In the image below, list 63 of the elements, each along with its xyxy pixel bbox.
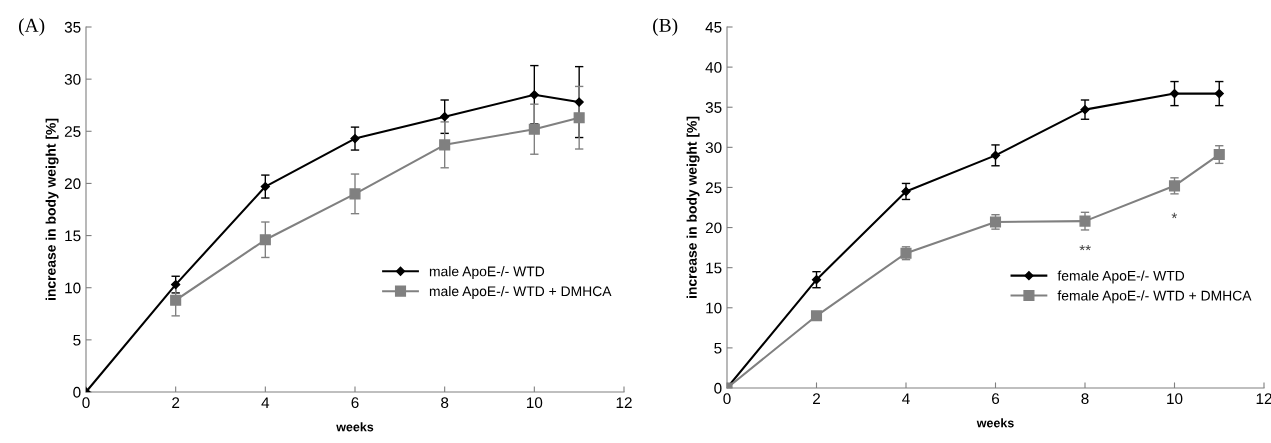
x-tick-label: 12 (616, 397, 632, 408)
point (349, 188, 361, 200)
point (170, 294, 182, 306)
y-axis-title: increase in body weight [%] (686, 116, 700, 298)
x-tick-label: 2 (172, 397, 180, 408)
point (901, 186, 911, 197)
chart-title: (B) (653, 18, 678, 36)
point (573, 112, 585, 124)
y-tick-label: 35 (705, 102, 722, 113)
y-tick-label: 45 (705, 22, 722, 33)
x-tick-label: 0 (723, 393, 731, 405)
x-tick-label: 6 (992, 393, 1000, 405)
x-axis-title: weeks (336, 422, 374, 432)
y-tick-label: 40 (705, 61, 722, 73)
x-tick-label: 8 (441, 397, 449, 409)
legend-label: female ApoE-/- WTD + DMHCA (1057, 290, 1252, 304)
point (528, 123, 540, 135)
point (810, 310, 823, 322)
point (1214, 88, 1224, 99)
y-tick-label: 25 (705, 182, 722, 194)
point (440, 112, 450, 122)
point (1080, 105, 1090, 115)
annotation: * (1171, 212, 1178, 219)
legend-label: male ApoE-/- WTD (429, 266, 545, 280)
point (171, 279, 181, 290)
x-tick-label: 6 (351, 397, 359, 409)
y-tick-label: 35 (64, 21, 81, 33)
x-tick-label: 12 (1256, 393, 1271, 404)
y-tick-label: 15 (65, 230, 81, 242)
point (439, 139, 451, 151)
legend-label: female ApoE-/- WTD (1057, 270, 1185, 284)
y-tick-label: 30 (64, 74, 81, 85)
y-tick-label: 20 (705, 222, 722, 234)
point (260, 181, 270, 192)
point (529, 90, 539, 100)
y-axis-title: increase in body weight [%] (45, 118, 59, 300)
x-tick-label: 8 (1081, 393, 1089, 405)
y-tick-label: 10 (65, 282, 81, 294)
point (259, 234, 271, 246)
y-tick-label: 20 (64, 178, 81, 190)
point (1213, 148, 1225, 161)
y-tick-label: 0 (714, 382, 722, 394)
y-tick-label: 15 (706, 262, 722, 274)
x-tick-label: 2 (813, 393, 820, 404)
y-tick-label: 25 (64, 126, 81, 137)
point (811, 275, 822, 285)
y-tick-label: 5 (73, 334, 81, 346)
y-tick-label: 10 (706, 302, 722, 314)
x-tick-label: 4 (261, 397, 270, 408)
point (1079, 215, 1091, 227)
legend-label: male ApoE-/- WTD + DMHCA (429, 285, 612, 299)
point (350, 133, 360, 144)
x-tick-label: 0 (82, 397, 90, 409)
annotation: ** (1079, 244, 1091, 251)
x-tick-label: 10 (527, 397, 543, 409)
x-axis-title: weeks (976, 418, 1014, 428)
x-tick-label: 10 (1167, 393, 1183, 405)
y-tick-label: 5 (714, 342, 722, 354)
chart-title: (A) (18, 18, 45, 36)
y-tick-label: 30 (705, 142, 722, 154)
point (574, 97, 584, 107)
x-tick-label: 4 (902, 393, 910, 404)
point (990, 150, 1001, 160)
